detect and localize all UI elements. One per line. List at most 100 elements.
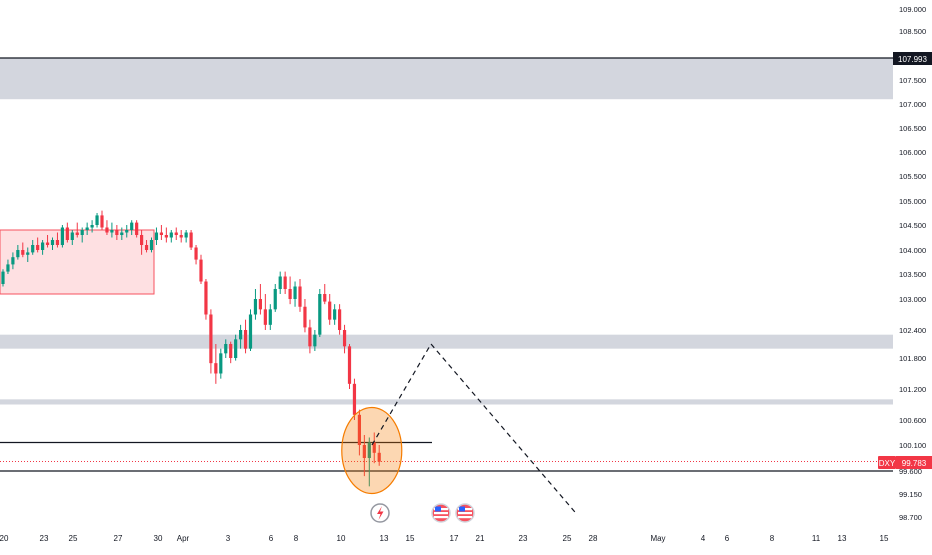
- candle-body: [85, 227, 89, 230]
- candle: [209, 309, 213, 374]
- candle-body: [21, 250, 25, 255]
- candle-body: [342, 330, 347, 347]
- candle: [323, 284, 327, 305]
- x-tick-label: 11: [812, 534, 821, 543]
- candle-body: [105, 227, 109, 233]
- candle-body: [352, 383, 357, 415]
- zones-layer: [0, 57, 893, 405]
- candle: [199, 254, 203, 284]
- candle: [110, 222, 114, 238]
- candle-body: [120, 232, 124, 235]
- candle: [308, 319, 312, 354]
- candle-body: [357, 414, 361, 445]
- y-tick-label: 103.500: [899, 270, 926, 279]
- candle: [154, 227, 159, 245]
- candle-body: [179, 235, 183, 238]
- candle-body: [318, 294, 322, 335]
- candle: [85, 222, 89, 235]
- zone-2: [0, 334, 893, 349]
- candle: [293, 281, 297, 307]
- candle: [159, 225, 163, 240]
- candle-body: [248, 314, 253, 349]
- x-tick-label: 25: [563, 534, 572, 543]
- y-tick-label: 106.500: [899, 124, 926, 133]
- candle-body: [70, 232, 74, 240]
- projection-layer: [371, 342, 578, 515]
- candle: [11, 252, 15, 270]
- y-tick-label: 101.200: [899, 385, 926, 394]
- candle-body: [347, 346, 352, 384]
- candle-body: [1, 271, 5, 284]
- x-tick-label: 3: [226, 534, 231, 543]
- candle: [140, 230, 144, 255]
- supply-box-layer: [0, 229, 155, 295]
- x-tick-label: 17: [450, 534, 459, 543]
- candle: [164, 227, 168, 243]
- candle: [239, 324, 243, 349]
- candle: [288, 276, 292, 305]
- last-price-value: 99.783: [902, 459, 927, 468]
- x-tick-label: 21: [476, 534, 485, 543]
- y-tick-label: 108.500: [899, 27, 926, 36]
- candle: [313, 330, 317, 351]
- candle-body: [6, 264, 10, 272]
- candle: [253, 289, 258, 320]
- x-tick-label: 13: [380, 534, 389, 543]
- highlight-circle: [341, 406, 403, 495]
- candle-body: [243, 330, 248, 349]
- candle-body: [184, 232, 188, 238]
- y-tick-label: 104.000: [899, 246, 926, 255]
- candle: [26, 247, 30, 262]
- candle: [298, 279, 302, 312]
- candle-body: [174, 232, 178, 235]
- candle: [224, 339, 228, 358]
- candle: [149, 237, 154, 253]
- supply-box: [0, 229, 155, 295]
- candle: [115, 225, 119, 240]
- candle-body: [194, 247, 198, 260]
- x-tick-label: 25: [69, 534, 78, 543]
- candle: [95, 213, 99, 228]
- candle: [352, 378, 357, 420]
- candle: [50, 237, 55, 250]
- candle: [333, 304, 337, 325]
- candle: [135, 220, 139, 238]
- candle-body: [298, 286, 302, 307]
- candle-body: [31, 245, 35, 253]
- candle-body: [36, 245, 40, 250]
- candle: [174, 227, 178, 240]
- candle: [144, 240, 149, 253]
- candle-body: [164, 235, 168, 238]
- candle: [189, 230, 193, 250]
- us-flag-icon[interactable]: [431, 503, 451, 523]
- flash-icon[interactable]: [370, 503, 390, 523]
- x-tick-label: Apr: [177, 534, 190, 543]
- candle: [204, 279, 208, 320]
- candle-body: [224, 344, 228, 354]
- candle-body: [204, 281, 208, 315]
- candle-body: [80, 230, 84, 235]
- levels-layer: [0, 57, 893, 472]
- candle: [367, 437, 371, 487]
- candle: [184, 230, 188, 243]
- candle-body: [169, 232, 173, 238]
- candle-body: [110, 230, 114, 233]
- x-tick-label: 27: [114, 534, 123, 543]
- zone-3: [0, 399, 893, 405]
- candle-body: [50, 240, 55, 245]
- candle-body: [323, 294, 327, 302]
- candle: [45, 235, 50, 248]
- candle: [219, 348, 223, 379]
- us-flag-icon[interactable]: [455, 503, 475, 523]
- candle: [278, 271, 282, 294]
- candle-body: [149, 240, 154, 250]
- candle: [125, 225, 129, 238]
- candles-layer: [1, 210, 403, 495]
- events-layer: [370, 503, 475, 523]
- candle: [90, 220, 94, 233]
- candle: [100, 210, 104, 230]
- y-tick-label: 107.000: [899, 100, 926, 109]
- candle-body: [60, 227, 64, 245]
